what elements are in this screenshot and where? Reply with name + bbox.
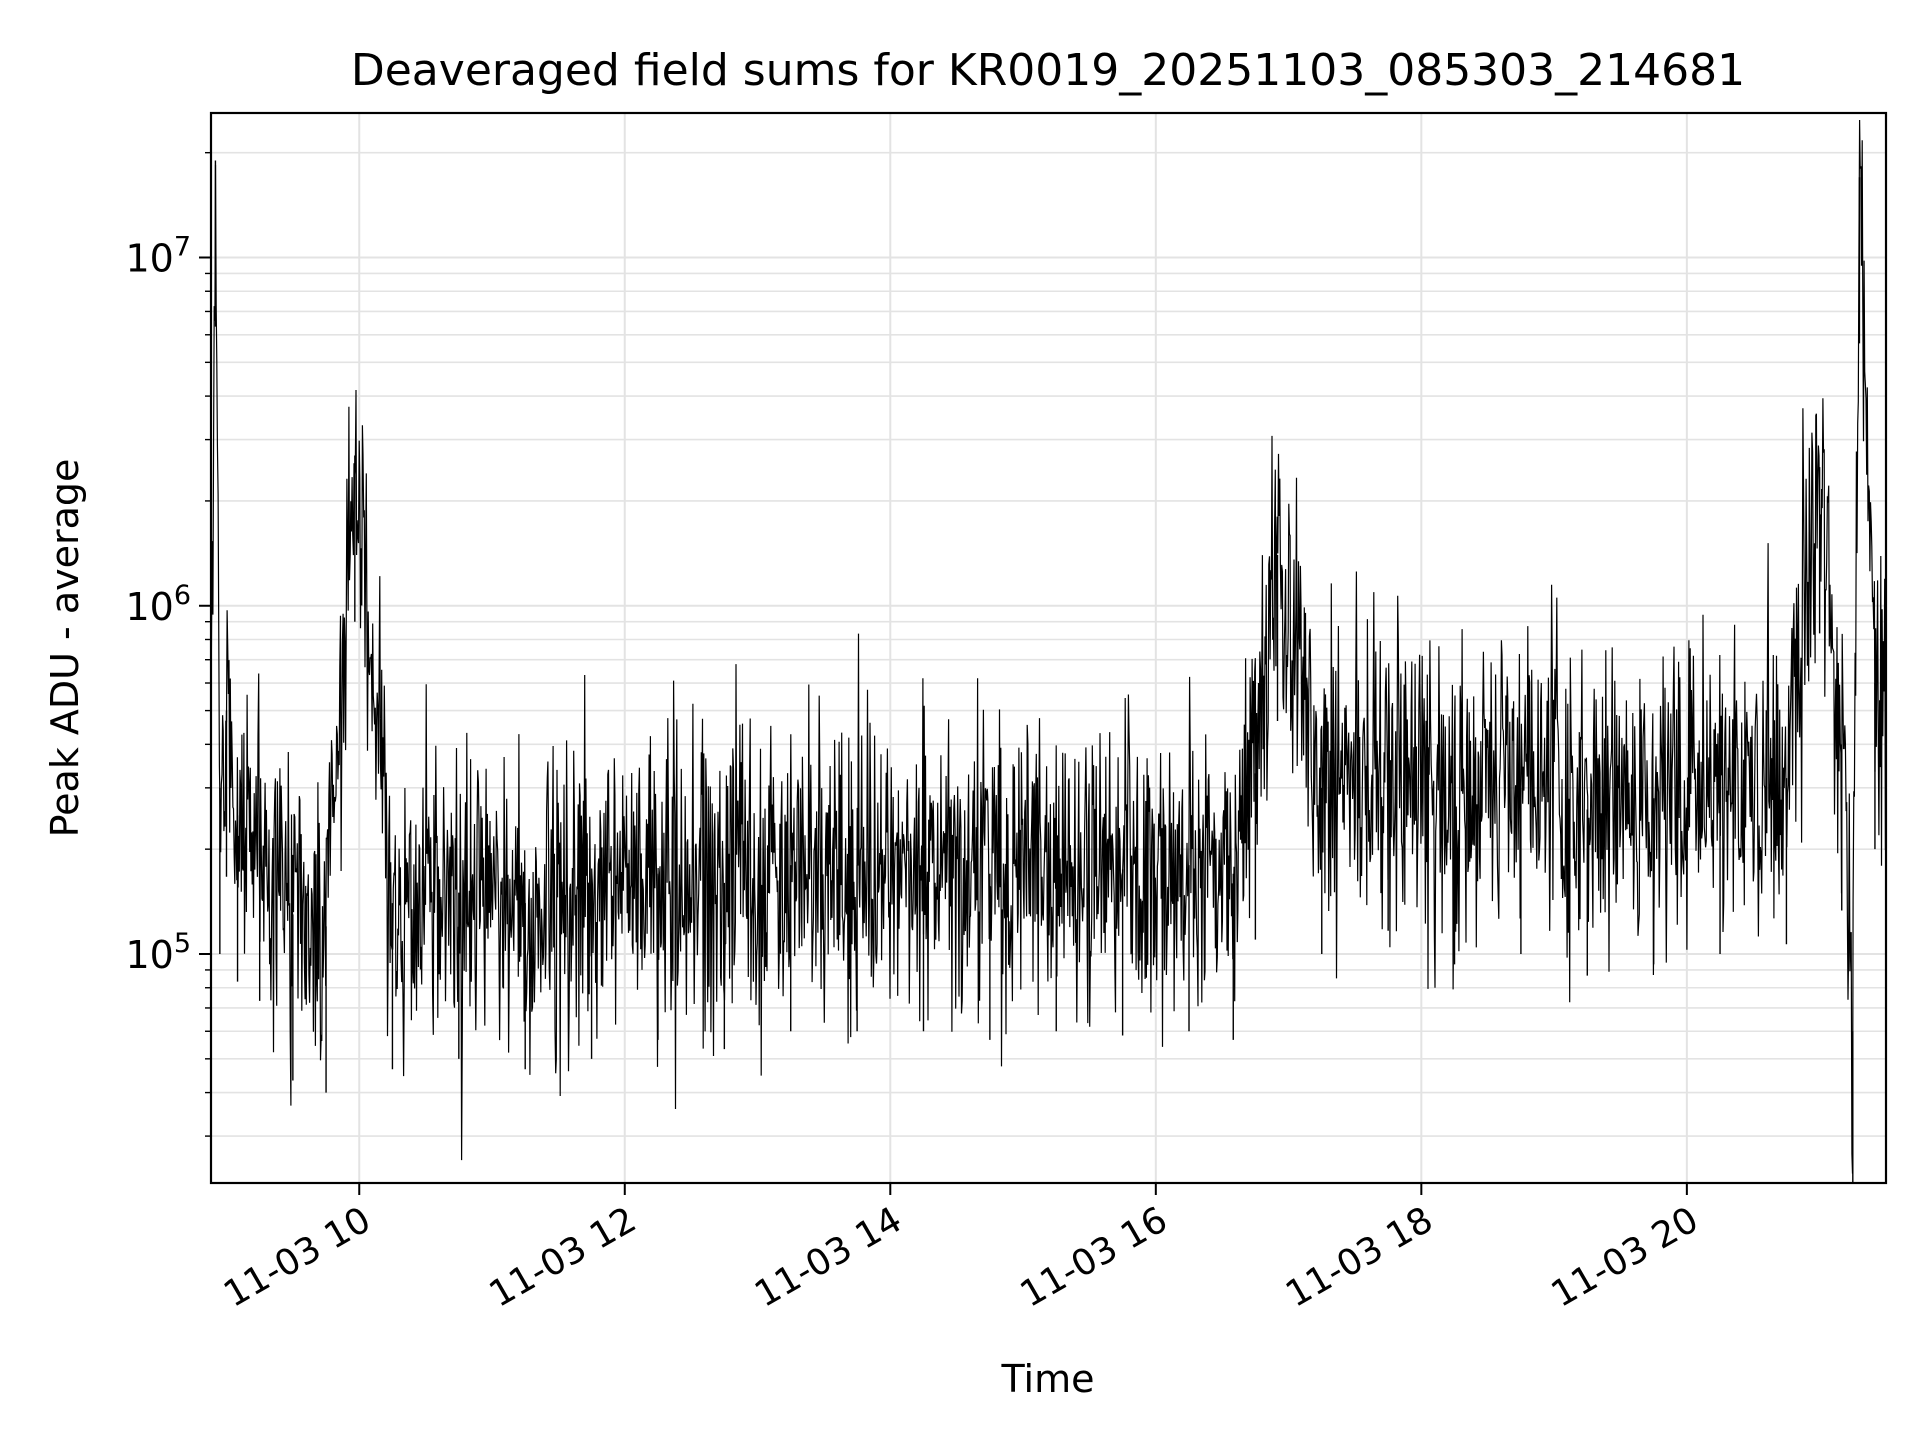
chart-title: Deaveraged field sums for KR0019_2025110… <box>351 45 1745 96</box>
y-tick-label: 106 <box>125 580 191 629</box>
series-line-0 <box>210 119 1887 1174</box>
y-tick-label: 105 <box>125 928 191 977</box>
y-tick-label: 107 <box>125 232 191 281</box>
x-axis-label: Time <box>1001 1357 1095 1401</box>
y-axis-label: Peak ADU - average <box>43 459 87 838</box>
series-layer <box>210 119 1887 1183</box>
grid <box>211 113 1886 1183</box>
plot-area-frame <box>209 111 1888 1185</box>
